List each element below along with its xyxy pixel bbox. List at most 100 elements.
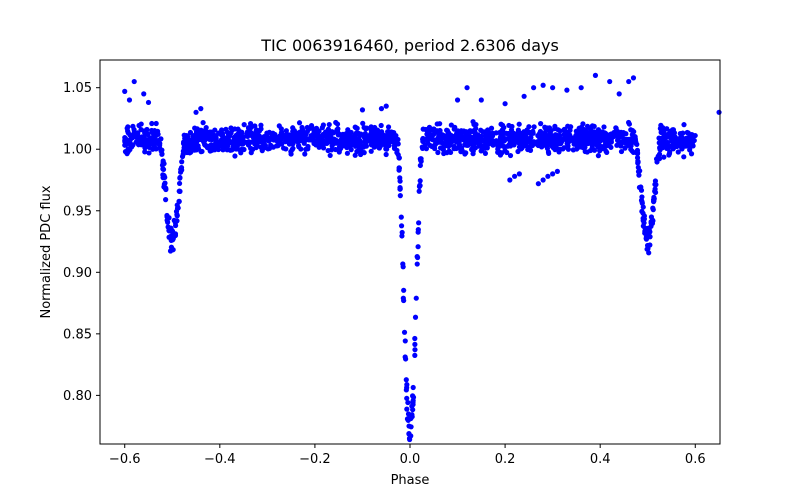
data-point [507, 152, 514, 159]
data-point [622, 140, 628, 146]
data-point [252, 140, 258, 146]
data-point [405, 399, 411, 406]
data-point [519, 138, 526, 144]
data-point [163, 197, 169, 203]
data-point [683, 143, 689, 149]
data-point [550, 141, 556, 147]
data-point [198, 136, 205, 142]
data-point [527, 130, 533, 136]
data-point [502, 144, 508, 150]
data-point [415, 227, 421, 233]
data-point [531, 124, 537, 130]
data-point [232, 137, 238, 143]
data-point [716, 109, 722, 115]
data-point [498, 133, 504, 140]
data-point [149, 120, 155, 127]
data-point [535, 133, 541, 139]
data-point [139, 134, 145, 140]
data-point [486, 137, 492, 144]
data-point [245, 133, 251, 140]
data-point [632, 136, 639, 142]
data-point [595, 153, 602, 159]
data-point [316, 135, 322, 142]
data-point [654, 159, 660, 165]
data-point [402, 354, 408, 360]
data-point [626, 78, 632, 85]
data-point [336, 147, 342, 153]
data-point [141, 91, 147, 97]
data-point [280, 134, 286, 140]
data-point [329, 143, 335, 149]
data-point [193, 147, 199, 153]
data-point [678, 144, 684, 150]
data-point [371, 138, 378, 144]
data-point [207, 144, 213, 151]
data-point [412, 341, 418, 347]
data-point [325, 147, 331, 154]
data-point [176, 180, 183, 187]
data-point [602, 143, 608, 149]
data-point [381, 141, 387, 147]
data-point [673, 140, 680, 146]
data-point [507, 177, 513, 183]
data-point [213, 133, 219, 139]
data-point [423, 146, 430, 152]
data-point [416, 188, 422, 194]
y-axis-label: Normalized PDC flux [39, 185, 54, 318]
data-point [470, 138, 476, 144]
data-point [198, 106, 204, 112]
data-point [684, 135, 690, 141]
data-point [150, 146, 156, 152]
data-point [634, 150, 641, 156]
data-point [616, 142, 623, 148]
data-point [290, 139, 296, 145]
data-point [593, 136, 599, 142]
data-point [687, 144, 694, 150]
data-point [597, 134, 604, 140]
data-point [298, 146, 304, 152]
data-point [647, 242, 653, 248]
data-point [584, 149, 590, 155]
data-point [162, 174, 168, 181]
data-point [344, 150, 351, 156]
data-point [453, 138, 459, 145]
data-point [688, 151, 695, 157]
data-point [664, 126, 670, 132]
data-point [412, 352, 418, 358]
data-point [216, 141, 222, 147]
data-point [200, 128, 206, 134]
data-point [413, 295, 419, 301]
data-point [295, 139, 301, 145]
data-point [258, 122, 264, 128]
data-point [425, 133, 431, 139]
data-point [404, 381, 410, 388]
data-point [404, 395, 410, 401]
data-point [402, 338, 408, 344]
data-point [181, 145, 187, 151]
data-point [153, 120, 159, 127]
data-point [488, 125, 495, 131]
data-point [666, 144, 672, 150]
data-point [635, 160, 641, 166]
data-point [122, 88, 128, 94]
data-point [678, 131, 684, 137]
data-point [657, 125, 663, 132]
data-point [555, 146, 561, 152]
data-point [301, 130, 307, 136]
data-point [337, 142, 343, 148]
data-point [456, 132, 462, 138]
data-point [554, 168, 560, 174]
data-point [521, 93, 527, 99]
data-point [239, 146, 245, 153]
data-point [454, 145, 460, 151]
data-point [652, 188, 658, 194]
data-point [516, 171, 522, 177]
data-point [429, 127, 435, 133]
data-point [550, 85, 556, 91]
data-point [584, 123, 591, 129]
data-point [460, 137, 466, 143]
data-point [173, 208, 180, 215]
data-point [303, 137, 309, 143]
data-point [383, 103, 389, 109]
